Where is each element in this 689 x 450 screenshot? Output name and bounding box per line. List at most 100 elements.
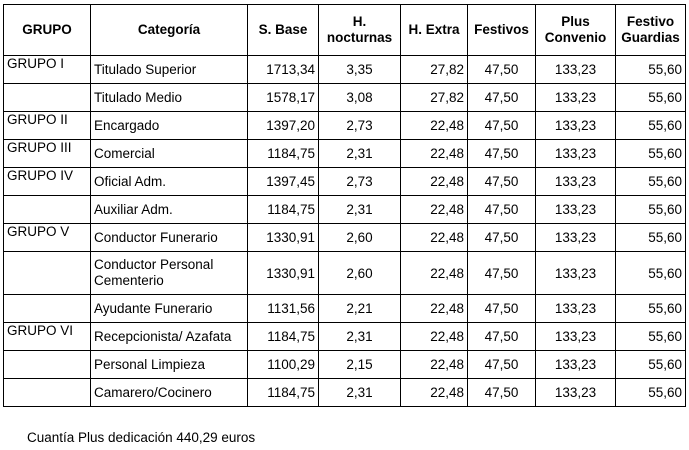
grupo-cell: GRUPO II: [3, 111, 91, 140]
h-extra-cell: 22,48: [400, 251, 468, 295]
header-h-nocturnas-line2: nocturnas: [326, 30, 393, 45]
h-extra-cell: 27,82: [400, 83, 468, 112]
h-nocturnas-cell: 2,60: [318, 251, 401, 295]
h-nocturnas-cell: 2,73: [318, 111, 401, 140]
categoria-cell: Conductor Funerario: [90, 223, 248, 252]
categoria-cell: Titulado Superior: [90, 55, 248, 84]
table-row: Camarero/Cocinero 1184,75 2,31 22,48 47,…: [3, 378, 686, 407]
grupo-cell: GRUPO I: [3, 55, 91, 84]
plus-convenio-cell: 133,23: [535, 322, 616, 351]
table-row: GRUPO III Comercial 1184,75 2,31 22,48 4…: [3, 139, 686, 168]
h-extra-cell: 22,48: [400, 294, 468, 323]
festivos-cell: 47,50: [467, 378, 536, 407]
grupo-cell: [3, 294, 91, 323]
h-extra-cell: 22,48: [400, 139, 468, 168]
grupo-cell: GRUPO V: [3, 223, 91, 252]
categoria-cell: Recepcionista/ Azafata: [90, 322, 248, 351]
categoria-cell: Auxiliar Adm.: [90, 195, 248, 224]
categoria-cell: Camarero/Cocinero: [90, 378, 248, 407]
grupo-cell: [3, 350, 91, 379]
festivo-guardias-cell: 55,60: [615, 378, 686, 407]
festivos-cell: 47,50: [467, 350, 536, 379]
table-row: Conductor Personal Cementerio 1330,91 2,…: [3, 251, 686, 295]
h-extra-cell: 22,48: [400, 223, 468, 252]
header-plus-convenio-line1: Plus: [561, 14, 590, 29]
festivos-cell: 47,50: [467, 111, 536, 140]
festivos-cell: 47,50: [467, 83, 536, 112]
s-base-cell: 1713,34: [247, 55, 319, 84]
grupo-cell: GRUPO VI: [3, 322, 91, 351]
festivo-guardias-cell: 55,60: [615, 322, 686, 351]
categoria-cell: Comercial: [90, 139, 248, 168]
s-base-cell: 1184,75: [247, 139, 319, 168]
festivos-cell: 47,50: [467, 167, 536, 196]
table-row: GRUPO VI Recepcionista/ Azafata 1184,75 …: [3, 322, 686, 351]
header-festivo-guardias-line2: Guardias: [621, 30, 680, 45]
header-h-extra: H. Extra: [400, 4, 468, 56]
plus-convenio-cell: 133,23: [535, 223, 616, 252]
table-row: Titulado Medio 1578,17 3,08 27,82 47,50 …: [3, 83, 686, 112]
festivo-guardias-cell: 55,60: [615, 223, 686, 252]
categoria-cell: Ayudante Funerario: [90, 294, 248, 323]
h-nocturnas-cell: 2,21: [318, 294, 401, 323]
header-festivo-guardias-line1: Festivo: [626, 14, 675, 29]
s-base-cell: 1184,75: [247, 195, 319, 224]
header-plus-convenio-line2: Convenio: [544, 30, 607, 45]
plus-convenio-cell: 133,23: [535, 167, 616, 196]
plus-convenio-cell: 133,23: [535, 350, 616, 379]
h-nocturnas-cell: 2,73: [318, 167, 401, 196]
festivo-guardias-cell: 55,60: [615, 83, 686, 112]
categoria-cell: Oficial Adm.: [90, 167, 248, 196]
h-nocturnas-cell: 3,08: [318, 83, 401, 112]
header-grupo: GRUPO: [3, 4, 91, 56]
plus-convenio-cell: 133,23: [535, 83, 616, 112]
plus-convenio-cell: 133,23: [535, 139, 616, 168]
festivo-guardias-cell: 55,60: [615, 55, 686, 84]
h-nocturnas-cell: 2,31: [318, 195, 401, 224]
s-base-cell: 1578,17: [247, 83, 319, 112]
h-extra-cell: 27,82: [400, 55, 468, 84]
s-base-cell: 1100,29: [247, 350, 319, 379]
plus-convenio-cell: 133,23: [535, 111, 616, 140]
plus-convenio-cell: 133,23: [535, 294, 616, 323]
festivos-cell: 47,50: [467, 223, 536, 252]
header-s-base: S. Base: [247, 4, 319, 56]
plus-convenio-cell: 133,23: [535, 251, 616, 295]
h-nocturnas-cell: 2,15: [318, 350, 401, 379]
festivos-cell: 47,50: [467, 139, 536, 168]
grupo-cell: [3, 378, 91, 407]
grupo-cell: GRUPO III: [3, 139, 91, 168]
festivo-guardias-cell: 55,60: [615, 111, 686, 140]
header-row: GRUPO Categoría S. Base H. nocturnas H. …: [3, 4, 686, 56]
h-nocturnas-cell: 2,31: [318, 322, 401, 351]
festivo-guardias-cell: 55,60: [615, 251, 686, 295]
plus-convenio-cell: 133,23: [535, 378, 616, 407]
header-plus-convenio: Plus Convenio: [535, 4, 616, 56]
s-base-cell: 1397,20: [247, 111, 319, 140]
festivos-cell: 47,50: [467, 55, 536, 84]
table-row: GRUPO V Conductor Funerario 1330,91 2,60…: [3, 223, 686, 252]
s-base-cell: 1330,91: [247, 223, 319, 252]
categoria-cell: Encargado: [90, 111, 248, 140]
categoria-cell: Personal Limpieza: [90, 350, 248, 379]
categoria-cell: Conductor Personal Cementerio: [90, 251, 248, 295]
festivos-cell: 47,50: [467, 195, 536, 224]
h-nocturnas-cell: 3,35: [318, 55, 401, 84]
h-extra-cell: 22,48: [400, 322, 468, 351]
h-extra-cell: 22,48: [400, 167, 468, 196]
s-base-cell: 1184,75: [247, 378, 319, 407]
s-base-cell: 1330,91: [247, 251, 319, 295]
festivos-cell: 47,50: [467, 294, 536, 323]
header-festivos: Festivos: [467, 4, 536, 56]
h-extra-cell: 22,48: [400, 378, 468, 407]
categoria-line2: Cementerio: [94, 273, 164, 288]
s-base-cell: 1397,45: [247, 167, 319, 196]
h-nocturnas-cell: 2,31: [318, 139, 401, 168]
festivo-guardias-cell: 55,60: [615, 139, 686, 168]
header-h-nocturnas-line1: H.: [352, 14, 367, 29]
festivo-guardias-cell: 55,60: [615, 167, 686, 196]
header-categoria: Categoría: [90, 4, 248, 56]
h-nocturnas-cell: 2,31: [318, 378, 401, 407]
grupo-cell: [3, 251, 91, 295]
header-festivo-guardias: Festivo Guardias: [615, 4, 686, 56]
